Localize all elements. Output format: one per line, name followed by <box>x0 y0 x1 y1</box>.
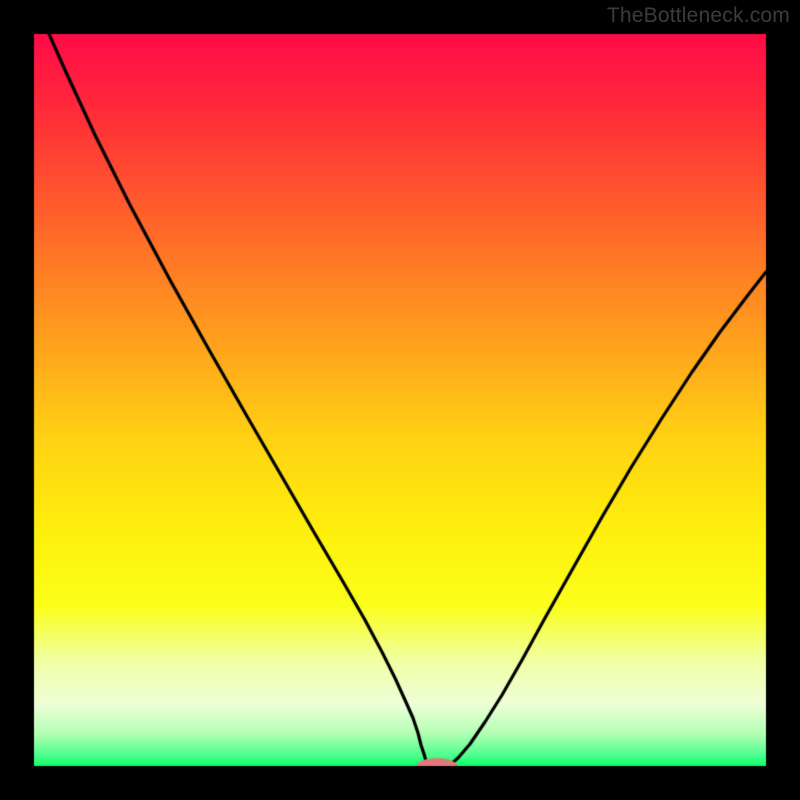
chart-container: TheBottleneck.com <box>0 0 800 800</box>
bottleneck-chart-canvas <box>0 0 800 800</box>
watermark-text: TheBottleneck.com <box>607 4 790 28</box>
